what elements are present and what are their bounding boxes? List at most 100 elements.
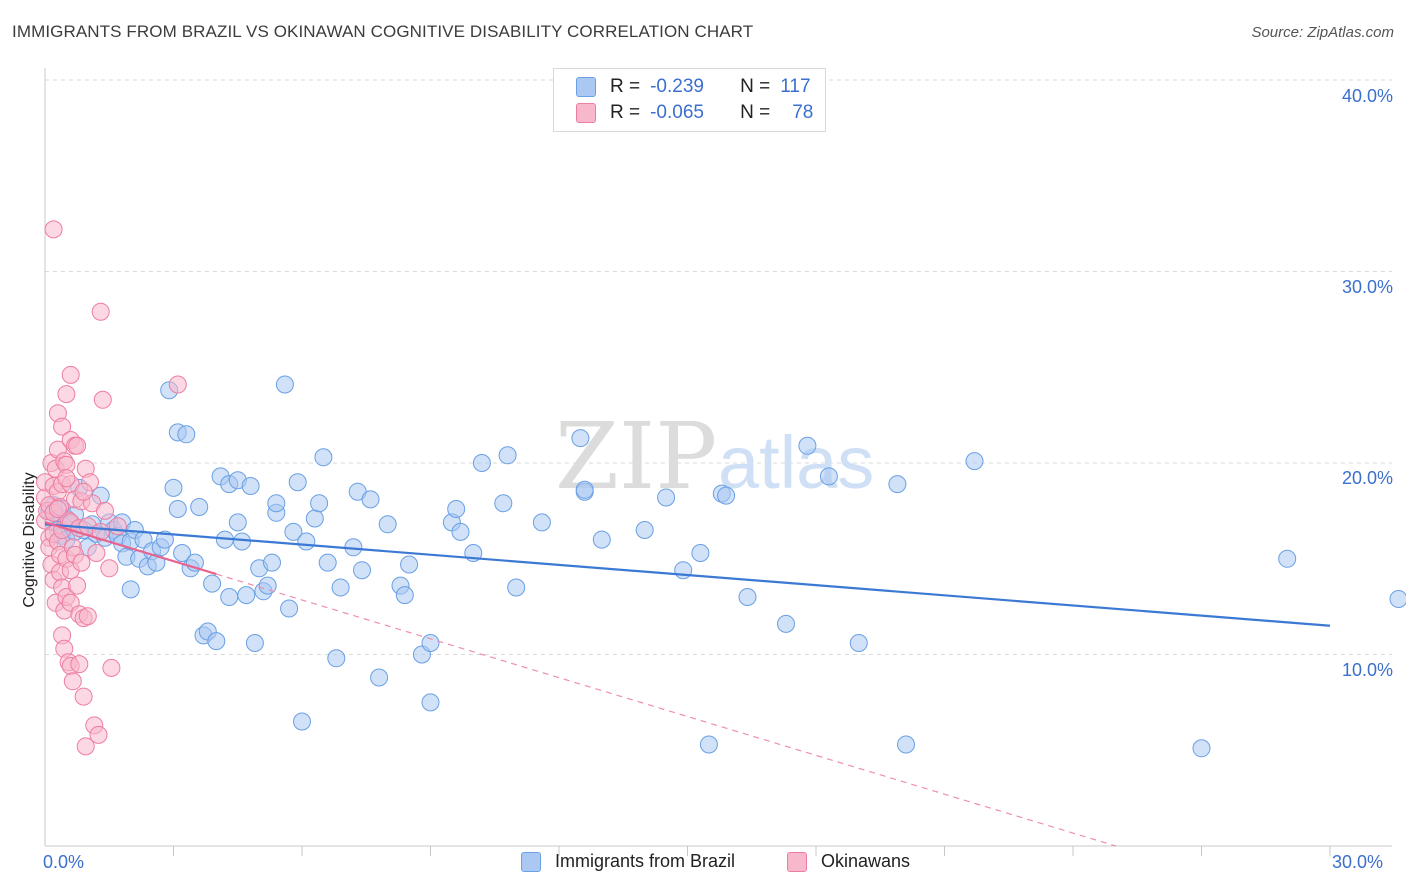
brazil-point-37 xyxy=(168,500,187,518)
okinawan-point-68 xyxy=(96,501,114,520)
okinawan-point-76 xyxy=(48,500,67,518)
brazil-point-86 xyxy=(421,693,440,712)
brazil-point-83 xyxy=(395,586,414,605)
brazil-point-97 xyxy=(571,429,590,448)
bottom-legend-okinawans[interactable]: Okinawans xyxy=(787,851,910,872)
legend-swatch-brazil xyxy=(576,77,596,97)
brazil-point-102 xyxy=(657,488,676,507)
series-immigrants-from-brazil xyxy=(40,375,1406,758)
okinawan-point-54 xyxy=(72,553,91,572)
trend-lines xyxy=(44,521,1331,847)
brazil-point-56 xyxy=(241,477,260,495)
bottom-legend-swatch-okinawans xyxy=(787,851,807,872)
okinawan-point-48 xyxy=(68,436,87,455)
okinawan-point-71 xyxy=(108,517,127,536)
chart-title: IMMIGRANTS FROM BRAZIL VS OKINAWAN COGNI… xyxy=(12,22,754,41)
brazil-point-53 xyxy=(228,513,247,532)
legend-swatch-okinawans xyxy=(576,103,596,123)
okinawan-point-44 xyxy=(63,672,82,691)
brazil-point-90 xyxy=(451,522,470,541)
brazil-point-43 xyxy=(190,498,209,516)
brazil-point-114 xyxy=(897,735,915,754)
brazil-point-72 xyxy=(314,448,333,467)
brazil-point-100 xyxy=(592,530,611,549)
gridlines xyxy=(45,79,1392,655)
brazil-point-68 xyxy=(293,712,311,731)
y-tick-label-40: 40.0% xyxy=(1341,86,1393,106)
x-tick-label-min: 0.0% xyxy=(43,852,85,872)
brazil-point-89 xyxy=(447,500,466,518)
trend-line-okinawans xyxy=(44,521,217,576)
legend-n-value: 78 xyxy=(792,102,814,123)
brazil-point-40 xyxy=(177,425,196,444)
brazil-point-50 xyxy=(220,588,239,606)
brazil-point-93 xyxy=(494,494,513,513)
okinawan-point-52 xyxy=(70,655,89,674)
legend-row-brazil: R = -0.239 N = 117 xyxy=(576,74,811,100)
brazil-point-117 xyxy=(1278,549,1297,568)
brazil-point-70 xyxy=(305,509,324,528)
brazil-point-99 xyxy=(575,480,594,499)
brazil-point-111 xyxy=(819,467,838,486)
okinawan-point-70 xyxy=(102,658,121,677)
brazil-point-61 xyxy=(263,553,281,572)
okinawan-point-22 xyxy=(53,417,72,436)
brazil-point-84 xyxy=(400,555,419,574)
trend-line-brazil xyxy=(44,523,1331,627)
okinawan-point-77 xyxy=(74,482,93,501)
brazil-point-116 xyxy=(1192,739,1211,758)
brazil-point-71 xyxy=(310,494,329,513)
okinawan-point-65 xyxy=(89,725,108,744)
brazil-point-81 xyxy=(378,515,397,534)
brazil-point-115 xyxy=(965,452,984,471)
brazil-point-112 xyxy=(849,634,868,652)
brazil-point-64 xyxy=(275,375,294,394)
okinawan-point-36 xyxy=(61,365,80,384)
brazil-point-54 xyxy=(233,532,251,551)
legend-n-label: N = xyxy=(740,102,771,123)
brazil-point-104 xyxy=(691,544,710,562)
brazil-point-109 xyxy=(777,614,795,633)
brazil-point-36 xyxy=(164,478,183,497)
source-label: Source: ZipAtlas.com xyxy=(1251,24,1394,41)
trend-line-okinawans-extension xyxy=(216,573,1117,847)
y-tick-label-10: 10.0% xyxy=(1341,660,1393,680)
legend-n-value: 117 xyxy=(780,76,811,97)
brazil-point-60 xyxy=(258,576,277,595)
legend-r-value: -0.239 xyxy=(650,76,704,97)
brazil-point-47 xyxy=(207,632,226,651)
brazil-point-66 xyxy=(284,522,303,541)
brazil-point-87 xyxy=(421,634,440,652)
legend-r-value: -0.065 xyxy=(650,102,704,123)
brazil-point-108 xyxy=(738,588,757,606)
brazil-point-75 xyxy=(331,578,350,597)
legend-row-okinawans: R = -0.065 N = 78 xyxy=(576,100,813,126)
brazil-point-74 xyxy=(327,649,346,668)
brazil-point-69 xyxy=(297,532,316,551)
okinawan-point-30 xyxy=(57,385,76,404)
okinawan-point-69 xyxy=(100,559,119,578)
stats-legend: R = -0.239 N = 117 R = -0.065 N = 78 xyxy=(553,68,826,132)
okinawan-point-58 xyxy=(76,737,95,756)
brazil-point-26 xyxy=(121,580,140,599)
okinawan-point-75 xyxy=(57,469,76,488)
brazil-point-96 xyxy=(532,513,551,532)
brazil-point-105 xyxy=(699,735,718,754)
watermark-atlas: atlas xyxy=(718,421,874,504)
brazil-point-65 xyxy=(280,599,299,618)
okinawan-point-49 xyxy=(68,576,87,595)
brazil-point-110 xyxy=(798,436,817,455)
brazil-point-92 xyxy=(472,454,491,472)
brazil-point-39 xyxy=(173,544,192,562)
brazil-point-113 xyxy=(888,475,907,494)
brazil-point-95 xyxy=(507,578,526,597)
bottom-legend-brazil[interactable]: Immigrants from Brazil xyxy=(521,851,735,872)
brazil-point-55 xyxy=(237,586,256,605)
bottom-legend-label-okinawans: Okinawans xyxy=(821,851,911,871)
brazil-point-118 xyxy=(1389,590,1406,608)
legend-r-label: R = xyxy=(610,76,641,97)
series-okinawans xyxy=(36,220,187,756)
brazil-point-46 xyxy=(203,574,222,593)
brazil-point-67 xyxy=(288,473,307,492)
